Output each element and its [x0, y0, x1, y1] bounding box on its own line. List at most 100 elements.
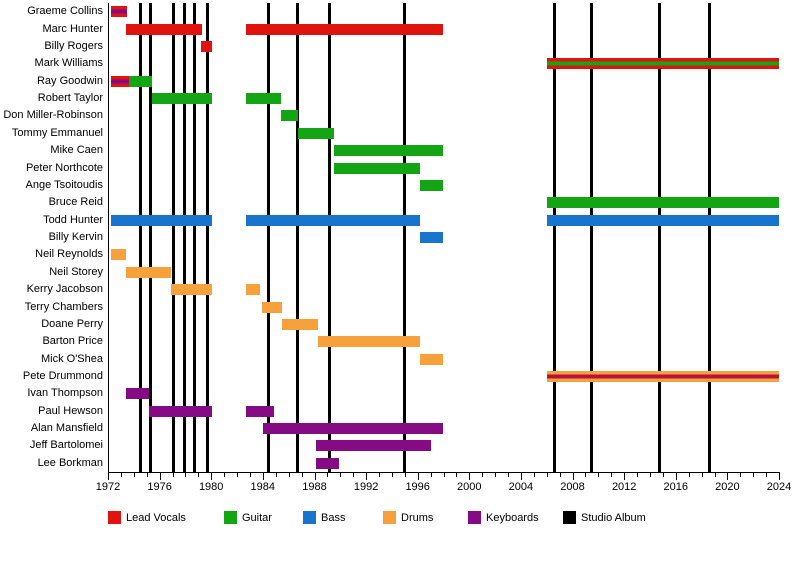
- tenure-bar: [546, 371, 779, 382]
- tenure-bar: [297, 127, 334, 139]
- axis-major-tick: [469, 473, 471, 480]
- member-label: Barton Price: [42, 335, 103, 348]
- axis-major-tick: [727, 473, 729, 480]
- member-label: Bruce Reid: [48, 196, 103, 209]
- x-axis-line: [108, 472, 780, 473]
- tenure-bar: [171, 284, 213, 296]
- tenure-bar: [280, 110, 298, 122]
- axis-minor-tick: [740, 473, 742, 477]
- tenure-bar: [110, 75, 129, 87]
- studio-album-line: [657, 3, 661, 472]
- legend-label: Guitar: [242, 512, 272, 524]
- axis-minor-tick: [353, 473, 355, 477]
- tenure-bar: [110, 6, 128, 18]
- axis-minor-tick: [508, 473, 509, 477]
- axis-tick-label: 2012: [611, 481, 637, 493]
- axis-tick-label: 2008: [560, 481, 585, 493]
- tenure-bar: [333, 162, 421, 174]
- axis-minor-tick: [611, 473, 613, 477]
- tenure-bar: [246, 405, 275, 417]
- axis-minor-tick: [237, 473, 238, 477]
- axis-minor-tick: [443, 473, 445, 477]
- tenure-bar: [246, 214, 421, 226]
- axis-tick-label: 1980: [198, 481, 224, 493]
- member-label: Mark Williams: [34, 57, 103, 70]
- member-label: Neil Reynolds: [35, 248, 103, 261]
- axis-major-tick: [108, 473, 109, 480]
- studio-album-line: [138, 3, 142, 472]
- legend-label: Bass: [321, 512, 346, 524]
- member-label: Doane Perry: [41, 317, 103, 330]
- axis-major-tick: [314, 473, 316, 480]
- tenure-bar: [110, 249, 127, 261]
- axis-minor-tick: [559, 473, 561, 477]
- tenure-bar: [318, 336, 421, 348]
- member-label: Pete Drummond: [22, 370, 103, 382]
- member-label: Jeff Bartolomei: [29, 439, 103, 452]
- member-label: Mick O'Shea: [40, 352, 103, 365]
- tenure-bar: [200, 40, 213, 52]
- tenure-bar: [149, 405, 213, 417]
- axis-tick-label: 1984: [250, 481, 276, 493]
- legend-label: Drums: [401, 512, 434, 524]
- tenure-bar: [151, 93, 213, 104]
- tenure-bar: [128, 75, 152, 87]
- legend-swatch: [303, 511, 316, 524]
- legend-label: Keyboards: [486, 512, 539, 524]
- tenure-bar: [261, 301, 283, 313]
- tenure-bar: [546, 214, 779, 226]
- tenure-bar: [420, 179, 444, 191]
- axis-minor-tick: [456, 473, 458, 477]
- axis-tick-label: 1996: [405, 481, 430, 493]
- axis-minor-tick: [224, 473, 226, 477]
- tenure-bar: [333, 145, 444, 157]
- axis-major-tick: [211, 473, 213, 480]
- axis-minor-tick: [598, 473, 600, 477]
- legend-swatch: [383, 511, 396, 524]
- member-label: Alan Mansfield: [30, 422, 103, 435]
- tenure-bar: [110, 214, 213, 226]
- axis-major-tick: [366, 473, 368, 480]
- axis-minor-tick: [533, 473, 535, 477]
- axis-minor-tick: [340, 473, 342, 477]
- axis-minor-tick: [495, 473, 497, 477]
- studio-album-line: [172, 3, 176, 472]
- tenure-bar: [246, 284, 261, 296]
- member-label: Marc Hunter: [42, 22, 103, 35]
- axis-major-tick: [675, 473, 677, 480]
- studio-album-line: [266, 3, 270, 472]
- studio-album-line: [182, 3, 186, 472]
- tenure-bar: [420, 232, 444, 243]
- member-label: Robert Taylor: [37, 92, 103, 104]
- member-label: Ray Goodwin: [36, 74, 103, 87]
- axis-tick-label: 1972: [95, 481, 121, 493]
- studio-album-line: [403, 3, 407, 472]
- member-label: Neil Storey: [49, 265, 103, 278]
- axis-minor-tick: [185, 473, 187, 477]
- tenure-bar: [546, 197, 779, 209]
- tenure-bar: [420, 353, 444, 365]
- legend-label: Studio Album: [581, 512, 646, 524]
- tenure-bar: [315, 457, 339, 469]
- axis-minor-tick: [546, 473, 548, 477]
- tenure-bar: [126, 388, 150, 400]
- member-label: Tommy Emmanuel: [11, 126, 103, 139]
- member-label: Ivan Thompson: [27, 387, 103, 400]
- axis-major-tick: [779, 473, 780, 480]
- axis-minor-tick: [133, 473, 135, 477]
- axis-tick-label: 1992: [353, 481, 379, 493]
- tenure-bar: [282, 318, 319, 330]
- axis-minor-tick: [301, 473, 303, 477]
- axis-tick-label: 2024: [766, 481, 792, 493]
- axis-tick-label: 2020: [715, 481, 740, 493]
- axis-tick-label: 2016: [663, 481, 689, 493]
- axis-minor-tick: [637, 473, 639, 477]
- axis-minor-tick: [662, 473, 664, 477]
- axis-major-tick: [262, 473, 264, 480]
- axis-minor-tick: [327, 473, 329, 477]
- tenure-bar: [262, 423, 444, 435]
- y-axis-line: [108, 3, 109, 472]
- studio-album-line: [296, 3, 300, 472]
- axis-minor-tick: [379, 473, 380, 477]
- axis-minor-tick: [430, 473, 432, 477]
